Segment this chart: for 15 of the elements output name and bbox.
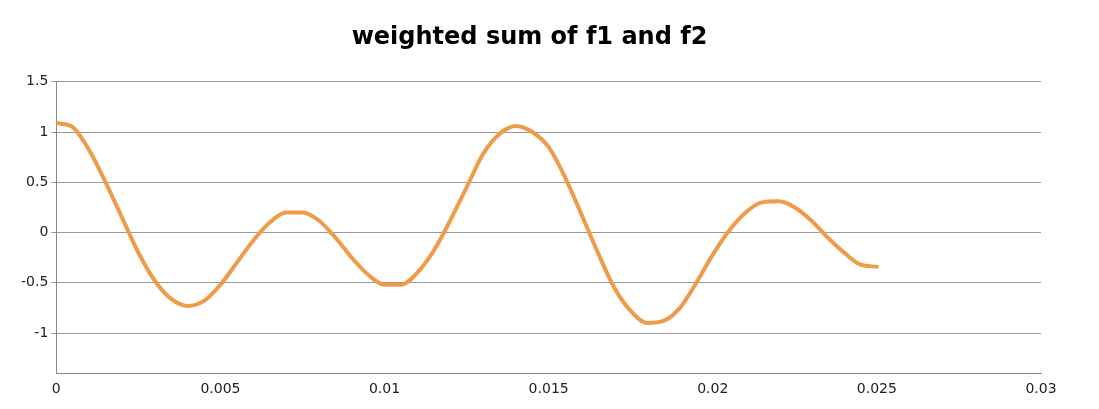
- y-tick-label: 1.5: [26, 72, 49, 89]
- y-tick-label: 0: [39, 223, 49, 240]
- y-tick-label: 1: [39, 122, 49, 139]
- chart-title: weighted sum of f1 and f2: [351, 21, 708, 50]
- y-tick-label: -1: [34, 323, 49, 340]
- line-series: [56, 121, 879, 325]
- x-tick-label: 0.005: [200, 380, 241, 397]
- x-tick-label: 0.02: [697, 380, 729, 397]
- x-tick-label: 0.03: [1025, 380, 1057, 397]
- x-tick-label: 0: [51, 380, 61, 397]
- y-tick-label: 0.5: [26, 172, 49, 189]
- x-tick-label: 0.01: [368, 380, 401, 397]
- x-tick-label: 0.015: [528, 380, 569, 397]
- y-tick-label: -0.5: [20, 273, 49, 290]
- x-tick-label: 0.025: [856, 380, 897, 397]
